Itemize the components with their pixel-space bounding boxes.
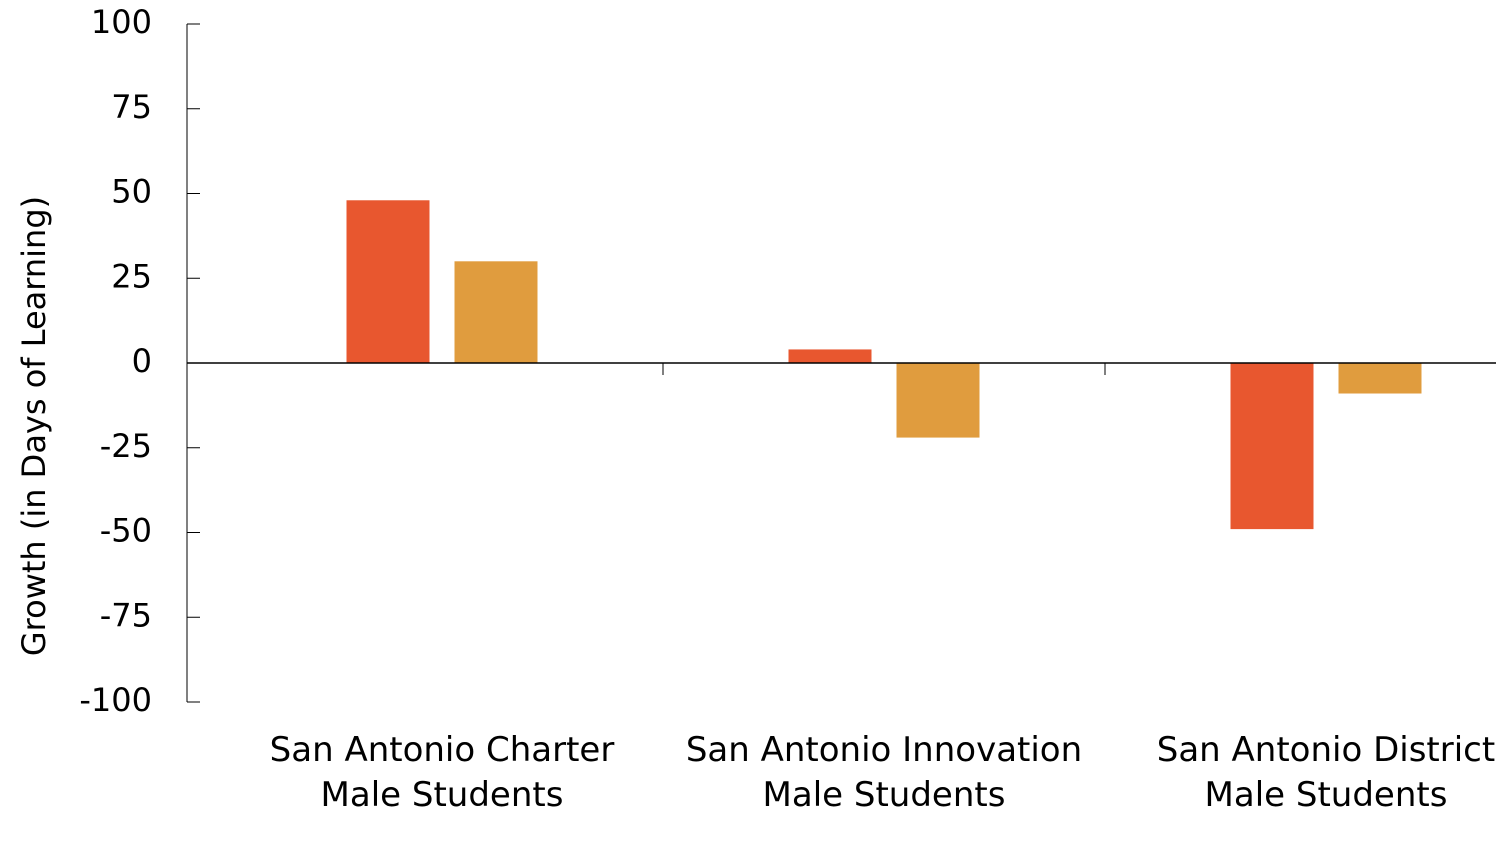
y-tick-label: -75 bbox=[100, 596, 152, 634]
y-tick-label: 100 bbox=[91, 3, 152, 41]
y-tick-label: 0 bbox=[132, 342, 152, 380]
bar bbox=[788, 349, 872, 363]
bar bbox=[454, 261, 538, 363]
y-tick-label: -25 bbox=[100, 427, 152, 465]
y-tick-label: -50 bbox=[100, 512, 152, 550]
bar bbox=[1230, 363, 1314, 530]
y-tick-label: -100 bbox=[79, 681, 152, 719]
bar bbox=[1338, 363, 1422, 394]
bar bbox=[346, 200, 430, 363]
y-tick-label: 75 bbox=[111, 88, 152, 126]
x-tick-label: San Antonio Charter Male Students bbox=[269, 730, 615, 815]
x-tick-label: San Antonio Innovation Male Students bbox=[685, 730, 1083, 815]
bar bbox=[896, 363, 980, 438]
x-tick-label: San Antonio District Male Students bbox=[1156, 730, 1496, 815]
y-axis-label: Growth (in Days of Learning) bbox=[15, 196, 53, 656]
y-tick-label: 25 bbox=[111, 257, 152, 295]
y-tick-label: 50 bbox=[111, 173, 152, 211]
